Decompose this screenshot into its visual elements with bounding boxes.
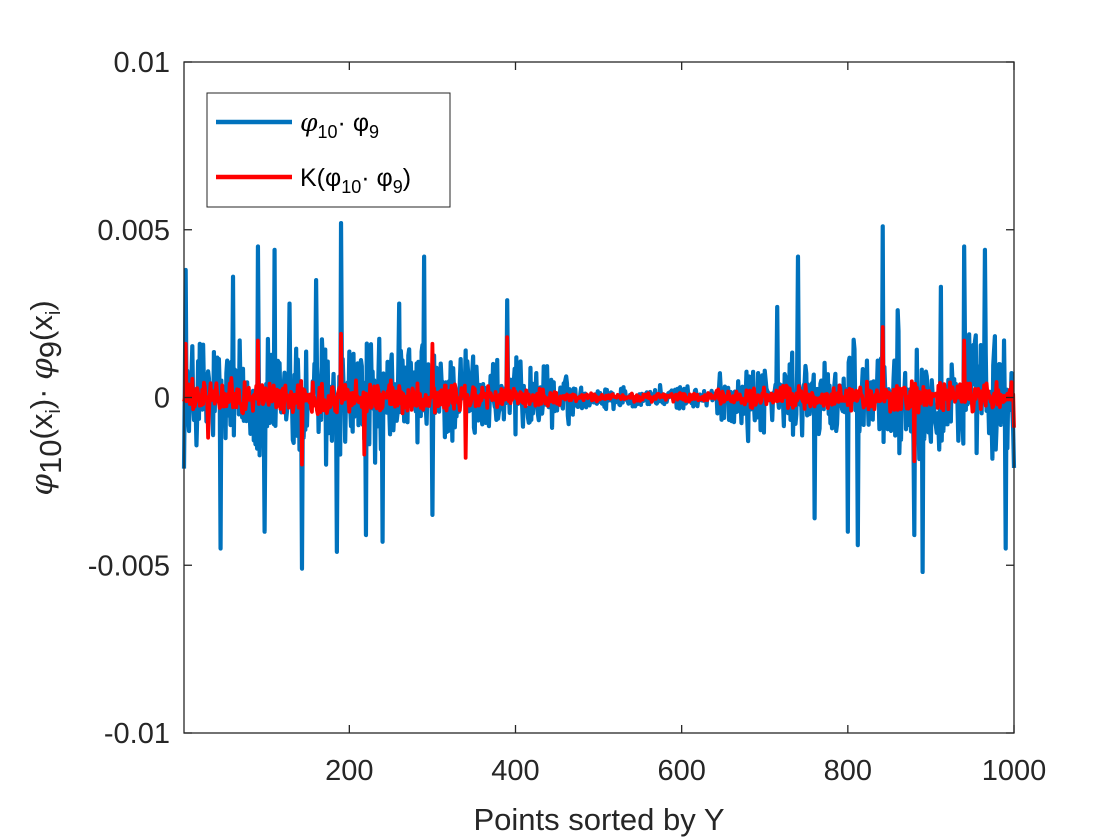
y-tick-label: -0.01 [104,718,170,750]
y-axis-title-sub-b: 9 [33,341,68,358]
legend-1-base: φ [300,108,318,137]
x-axis-title: Points sorted by Y [473,802,724,837]
legend-1-sub1: 10 [318,122,338,142]
y-axis-title-phi-a: φ [24,474,60,496]
y-axis-title-sub-a: 10 [33,439,68,473]
y-axis-title-mid-b: (x [24,315,59,341]
y-axis-title-mid-a: (x [24,413,59,439]
y-axis-title-close-a: )· [24,380,59,409]
series-line-red [182,325,1016,467]
legend-2-sub2: 9 [393,177,403,197]
x-tick-label: 600 [657,755,705,787]
legend-2-sub1: 10 [341,177,361,197]
legend-label-series-1: φ10· φ9 [300,108,379,142]
y-axis-title-close-b: ) [24,300,59,310]
y-tick-label: -0.005 [88,550,170,582]
x-tick-label: 1000 [982,755,1047,787]
ticks-layer: 200 400 600 800 1000 -0.01 -0.005 0 0.005 0.01 [88,47,1046,787]
legend: φ10· φ9 K(φ10· φ9) [206,92,451,208]
x-tick-label: 800 [824,755,872,787]
y-tick-label: 0.01 [114,47,170,79]
y-axis-title-sub-i2: i [43,311,65,315]
y-axis-title-phi-b: φ [24,358,60,380]
y-axis-title: φ10(xi)· φ9(xi) [24,300,68,495]
y-tick-label: 0 [154,383,170,415]
legend-2-end: ) [403,164,411,192]
legend-1-mid: · φ [338,109,369,137]
x-tick-label: 200 [325,755,373,787]
legend-2-base: K(φ [300,164,341,192]
series-layer [181,220,1017,575]
y-axis-title-sub-i1: i [43,409,65,413]
legend-box [206,92,451,208]
x-tick-label: 400 [491,755,539,787]
legend-1-sub2: 9 [369,122,379,142]
legend-label-series-2: K(φ10· φ9) [300,164,411,197]
legend-2-mid: · φ [361,164,392,192]
y-tick-label: 0.005 [97,215,170,247]
